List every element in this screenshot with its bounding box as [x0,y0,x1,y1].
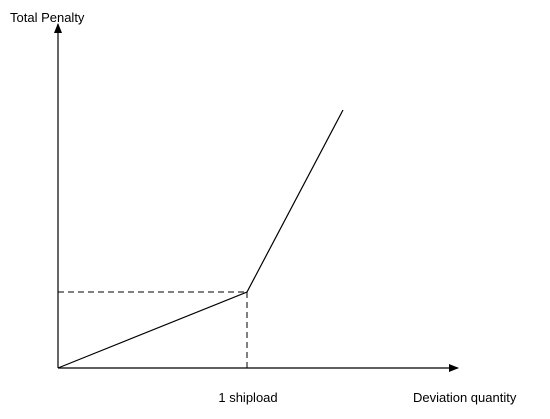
x-axis-label: Deviation quantity [413,390,517,405]
penalty-curve [57,109,344,369]
y-axis-label: Total Penalty [10,10,85,25]
breakpoint-label: 1 shipload [218,390,277,405]
